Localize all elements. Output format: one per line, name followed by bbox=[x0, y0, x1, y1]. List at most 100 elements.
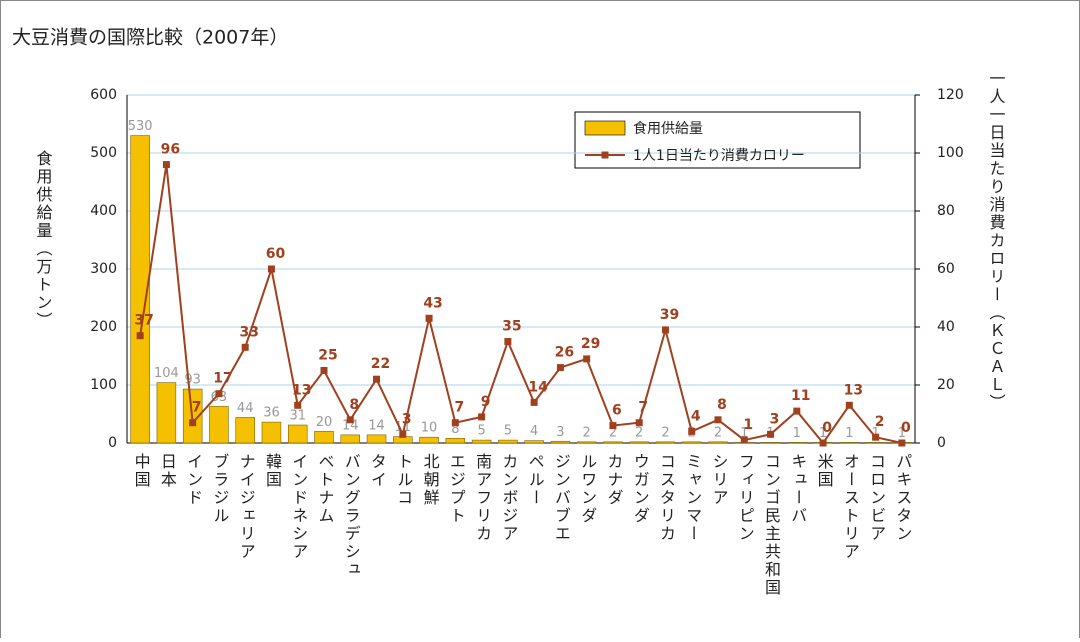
bar bbox=[787, 442, 807, 444]
bar bbox=[524, 440, 544, 444]
line-value-label: 39 bbox=[660, 307, 679, 323]
line-value-label: 0 bbox=[822, 420, 832, 436]
x-tick-label: コンゴ民主共和国 bbox=[762, 453, 781, 597]
legend-swatch bbox=[584, 120, 626, 136]
line-marker bbox=[872, 433, 880, 441]
bar bbox=[209, 406, 229, 444]
line-marker bbox=[136, 332, 144, 340]
line-marker bbox=[819, 439, 827, 447]
line-value-label: 37 bbox=[134, 313, 153, 329]
bar-value-label: 1 bbox=[740, 426, 748, 441]
bar bbox=[235, 417, 255, 444]
y-tick-label: 600 bbox=[90, 87, 117, 103]
line-value-label: 26 bbox=[555, 345, 574, 361]
x-tick-label: オーストリア bbox=[841, 453, 860, 561]
bar bbox=[287, 424, 308, 444]
line-marker bbox=[399, 430, 407, 438]
line-value-label: 96 bbox=[161, 142, 180, 158]
bar-value-label: 2 bbox=[635, 425, 643, 440]
line-value-label: 17 bbox=[213, 371, 232, 387]
bar bbox=[708, 441, 728, 444]
bar-value-label: 36 bbox=[263, 406, 280, 421]
bar bbox=[314, 431, 334, 444]
line-value-label: 2 bbox=[875, 414, 885, 430]
line-value-label: 4 bbox=[691, 408, 701, 424]
x-tick-label: タイ bbox=[368, 453, 387, 489]
x-tick-label: ブラジル bbox=[210, 453, 229, 525]
y2-tick-label: 0 bbox=[937, 435, 946, 451]
bar bbox=[445, 438, 466, 444]
line-marker bbox=[504, 338, 512, 345]
line-value-label: 8 bbox=[717, 397, 727, 413]
line-value-label: 60 bbox=[266, 246, 286, 262]
bar-value-label: 5 bbox=[477, 424, 485, 439]
bar-value-label: 63 bbox=[211, 390, 228, 405]
x-tick-label: ナイジェリア bbox=[237, 453, 256, 561]
x-tick-label: カンボジア bbox=[499, 453, 518, 543]
x-tick-label: パキスタン bbox=[893, 453, 912, 543]
legend-label: 食用供給量 bbox=[633, 120, 703, 137]
x-tick-label: インド bbox=[184, 453, 203, 507]
bar-value-label: 2 bbox=[661, 425, 669, 440]
x-tick-label: 日本 bbox=[158, 453, 177, 489]
line-marker bbox=[793, 407, 801, 415]
x-tick-label: 南アフリカ bbox=[473, 453, 492, 543]
line-marker bbox=[609, 422, 617, 430]
x-tick-label: フィリピン bbox=[736, 453, 755, 543]
bar bbox=[576, 441, 597, 444]
bar-value-label: 2 bbox=[714, 425, 722, 440]
line-marker bbox=[294, 401, 302, 409]
line-marker bbox=[320, 367, 328, 374]
bar-value-label: 44 bbox=[237, 401, 254, 416]
bar bbox=[498, 439, 518, 444]
bar-value-label: 1 bbox=[819, 426, 827, 441]
y2-tick-label: 60 bbox=[937, 261, 955, 277]
line-value-label: 7 bbox=[192, 400, 202, 416]
line bbox=[139, 164, 903, 445]
line-value-label: 13 bbox=[292, 382, 311, 398]
x-tick-label: 米国 bbox=[815, 453, 834, 489]
y-tick-label: 200 bbox=[90, 319, 117, 335]
line-marker bbox=[215, 390, 223, 398]
x-tick-label: 韓国 bbox=[263, 453, 282, 489]
bar-value-label: 1 bbox=[845, 426, 853, 441]
bar-value-label: 104 bbox=[154, 366, 179, 381]
bar-value-label: 2 bbox=[583, 425, 591, 440]
bar-value-label: 4 bbox=[530, 424, 538, 439]
x-tick-label: ペルー bbox=[526, 453, 545, 507]
line-marker bbox=[373, 375, 381, 383]
x-tick-label: 北朝鮮 bbox=[421, 453, 440, 507]
y-tick-label: 300 bbox=[90, 261, 117, 277]
x-tick-label: ベトナム bbox=[316, 453, 335, 525]
y2-tick-label: 100 bbox=[937, 145, 964, 161]
x-tick-label: インドネシア bbox=[289, 453, 308, 561]
line-marker bbox=[635, 419, 643, 427]
legend-marker bbox=[601, 151, 609, 159]
line-marker bbox=[267, 265, 275, 273]
line-value-label: 1 bbox=[743, 417, 753, 433]
x-tick-label: ルワンダ bbox=[578, 453, 597, 525]
bar bbox=[603, 441, 623, 444]
bar-value-label: 530 bbox=[128, 119, 153, 134]
line-value-label: 8 bbox=[349, 397, 359, 413]
y-tick-label: 0 bbox=[108, 435, 117, 451]
bar-value-label: 1 bbox=[793, 426, 801, 441]
line-marker bbox=[661, 326, 669, 334]
bar-value-label: 14 bbox=[342, 418, 359, 433]
line-marker bbox=[714, 416, 722, 424]
line-marker bbox=[583, 355, 591, 363]
bar bbox=[366, 434, 387, 444]
line-value-label: 7 bbox=[454, 400, 464, 416]
line-value-label: 7 bbox=[638, 400, 648, 416]
bar bbox=[340, 434, 361, 444]
line-value-label: 35 bbox=[502, 319, 521, 335]
x-tick-label: トルコ bbox=[394, 453, 413, 507]
line-value-label: 9 bbox=[481, 394, 491, 410]
bar-value-label: 2 bbox=[609, 425, 617, 440]
x-tick-label: バングラデシュ bbox=[342, 453, 361, 579]
bar bbox=[130, 135, 150, 444]
line-marker bbox=[530, 398, 538, 406]
x-tick-label: コスタリカ bbox=[657, 453, 676, 543]
